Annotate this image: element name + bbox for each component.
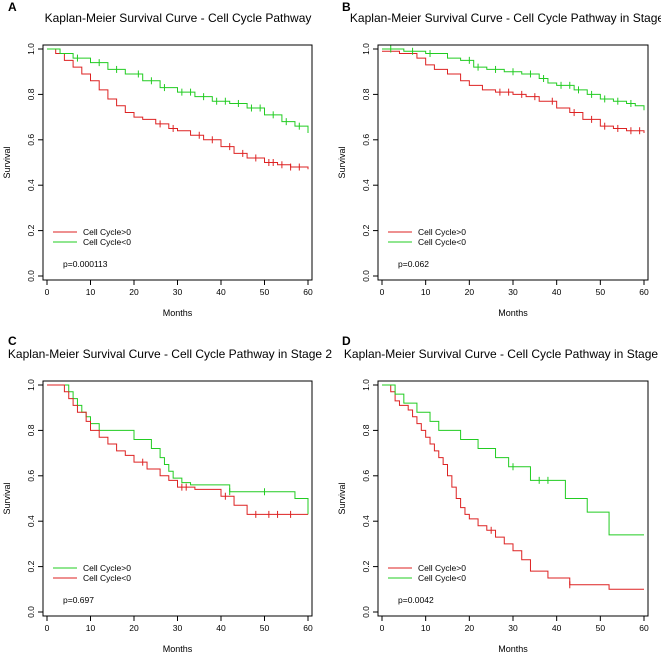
panel-c-xtick-label: 0: [45, 623, 50, 633]
panel-b-xtick-label: 30: [508, 287, 518, 297]
panel-a-xtick-label: 60: [303, 287, 313, 297]
panel-b-title: Kaplan-Meier Survival Curve - Cell Cycle…: [350, 11, 661, 25]
panel-a-ytick-label: 0.2: [26, 224, 36, 236]
panel-c-title: Kaplan-Meier Survival Curve - Cell Cycle…: [8, 347, 332, 361]
panel-a-xtick-label: 0: [45, 287, 50, 297]
panel-b-p-value: p=0.062: [398, 259, 429, 269]
panel-c-ytick-label: 0.8: [26, 424, 36, 436]
panel-c-series-1-curve: [47, 384, 309, 515]
panel-c-xtick-label: 10: [86, 623, 96, 633]
panel-d-xtick-label: 10: [421, 623, 431, 633]
panel-a-legend-label-2: Cell Cycle<0: [83, 237, 131, 247]
panel-c-ytick-label: 0.6: [26, 470, 36, 482]
panel-c-xlabel: Months: [163, 644, 193, 654]
panel-b-xtick-label: 0: [380, 287, 385, 297]
panel-b-ytick-label: 0.2: [361, 224, 371, 236]
panel-b-xlabel: Months: [498, 308, 528, 318]
panel-a-xtick-label: 20: [129, 287, 139, 297]
panel-a-ytick-label: 0.0: [26, 270, 36, 282]
panel-d-ytick-label: 0.0: [361, 606, 371, 618]
panel-a-xlabel: Months: [163, 308, 193, 318]
panel-b-legend-label-2: Cell Cycle<0: [418, 237, 466, 247]
panel-c-series-2-curve: [47, 384, 308, 515]
panel-b-series-1-curve: [382, 50, 645, 133]
panel-c-ytick-label: 0.4: [26, 515, 36, 527]
panel-a-p-value: p=0.000113: [63, 259, 108, 269]
panel-d-ylabel: Survival: [337, 482, 347, 514]
panel-d-xtick-label: 50: [596, 623, 606, 633]
panel-d-xtick-label: 40: [552, 623, 562, 633]
panel-a-xtick-label: 10: [86, 287, 96, 297]
panel-b-ytick-label: 0.6: [361, 134, 371, 146]
panel-a-xtick-label: 40: [216, 287, 226, 297]
panel-c-xtick-label: 30: [173, 623, 183, 633]
panel-c-xtick-label: 20: [129, 623, 139, 633]
panel-d-xtick-label: 60: [639, 623, 649, 633]
panel-a-ytick-label: 0.4: [26, 179, 36, 191]
panel-a-ytick-label: 1.0: [26, 43, 36, 55]
panel-c-ytick-label: 0.0: [26, 606, 36, 618]
panel-c-xtick-label: 60: [303, 623, 313, 633]
panel-c-ylabel: Survival: [2, 482, 12, 514]
panel-d-xtick-label: 20: [465, 623, 475, 633]
panel-a-series-1-curve: [47, 48, 309, 170]
panel-d-series-2-curve: [382, 384, 644, 536]
panel-d-ytick-label: 0.8: [361, 424, 371, 436]
panel-b-ytick-label: 0.4: [361, 179, 371, 191]
panel-a-series-2-curve: [47, 48, 309, 133]
panel-b-ytick-label: 0.8: [361, 88, 371, 100]
panel-b-xtick-label: 10: [421, 287, 431, 297]
panel-d-ytick-label: 0.2: [361, 560, 371, 572]
panel-a-ytick-label: 0.8: [26, 88, 36, 100]
panel-a-xtick-label: 30: [173, 287, 183, 297]
panel-a-letter: A: [8, 0, 17, 14]
panel-b-letter: B: [342, 0, 351, 14]
panel-c-xtick-label: 50: [260, 623, 270, 633]
panel-d-legend-label-1: Cell Cycle>0: [418, 563, 466, 573]
panel-d-letter: D: [342, 334, 351, 348]
panel-d-ytick-label: 0.6: [361, 470, 371, 482]
panel-c-xtick-label: 40: [216, 623, 226, 633]
panel-c-legend-label-1: Cell Cycle>0: [83, 563, 131, 573]
panel-d-ytick-label: 1.0: [361, 379, 371, 391]
panel-b-xtick-label: 20: [465, 287, 475, 297]
panel-d-ytick-label: 0.4: [361, 515, 371, 527]
panel-b-ylabel: Survival: [337, 146, 347, 178]
panel-b-ytick-label: 0.0: [361, 270, 371, 282]
panel-a: A Kaplan-Meier Survival Curve - Cell Cycl…: [2, 0, 313, 318]
panel-c-letter: C: [8, 334, 17, 348]
panel-a-ylabel: Survival: [2, 146, 12, 178]
panel-c-legend-label-2: Cell Cycle<0: [83, 573, 131, 583]
panel-d-p-value: p=0.0042: [398, 595, 434, 605]
panel-c-p-value: p=0.697: [63, 595, 94, 605]
panel-d-legend-label-2: Cell Cycle<0: [418, 573, 466, 583]
panel-a-ytick-label: 0.6: [26, 134, 36, 146]
panel-a-xtick-label: 50: [260, 287, 270, 297]
panel-b-series-2-curve: [382, 48, 645, 111]
panel-b-xtick-label: 50: [596, 287, 606, 297]
panel-b-xtick-label: 40: [552, 287, 562, 297]
panel-a-legend-label-1: Cell Cycle>0: [83, 227, 131, 237]
panel-b-xtick-label: 60: [639, 287, 649, 297]
panel-d-xtick-label: 0: [380, 623, 385, 633]
panel-c-ytick-label: 1.0: [26, 379, 36, 391]
panel-b-ytick-label: 1.0: [361, 43, 371, 55]
panel-d-xtick-label: 30: [508, 623, 518, 633]
panel-d-title: Kaplan-Meier Survival Curve - Cell Cycle…: [344, 347, 661, 361]
panel-b-legend-label-1: Cell Cycle>0: [418, 227, 466, 237]
panel-c-ytick-label: 0.2: [26, 560, 36, 572]
panel-d-xlabel: Months: [498, 644, 528, 654]
panel-a-title: Kaplan-Meier Survival Curve - Cell Cycle…: [45, 11, 312, 25]
panel-d-series-1-curve: [382, 384, 644, 590]
